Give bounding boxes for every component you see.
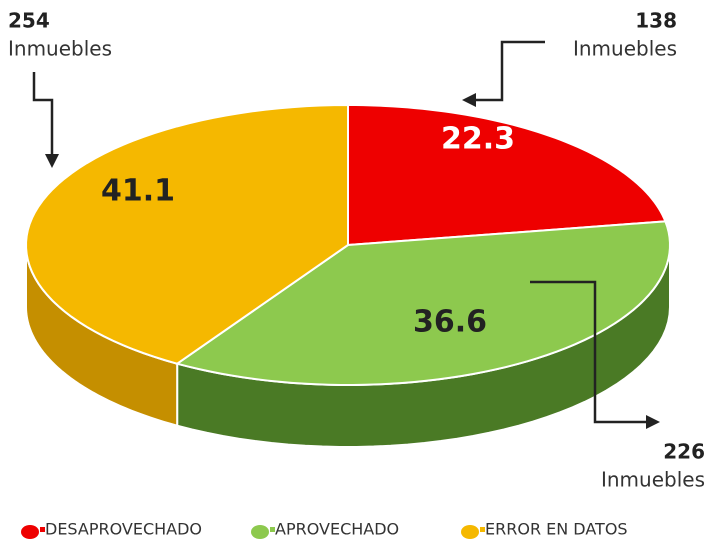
legend-marker [21,525,39,539]
arrow [32,72,54,160]
value-label: 22.3 [441,122,515,157]
value-label: 41.1 [101,174,175,209]
legend-label: APROVECHADO [275,520,399,539]
slice [174,220,671,386]
count-label: 226 [663,440,705,464]
legend-label: ERROR EN DATOS [485,520,628,539]
count-unit: Inmuebles [573,37,677,61]
slice [347,103,667,247]
count-label: 138 [635,9,677,33]
count-unit: Inmuebles [601,468,705,492]
legend-marker [461,525,479,539]
arrow [530,280,650,424]
value-label: 36.6 [413,305,487,340]
arrows [32,40,660,429]
legend-marker-side [270,527,275,532]
pie [25,103,671,448]
legend-marker-side [40,527,45,532]
legend-marker [251,525,269,539]
arrow-head [462,93,476,107]
legend-marker-side [480,527,485,532]
count-unit: Inmuebles [8,37,112,61]
arrow-head [646,415,660,429]
arrow [470,40,545,102]
arrow-head [45,154,59,168]
slice [25,103,349,365]
count-label: 254 [8,9,50,33]
legend-label: DESAPROVECHADO [45,520,202,539]
